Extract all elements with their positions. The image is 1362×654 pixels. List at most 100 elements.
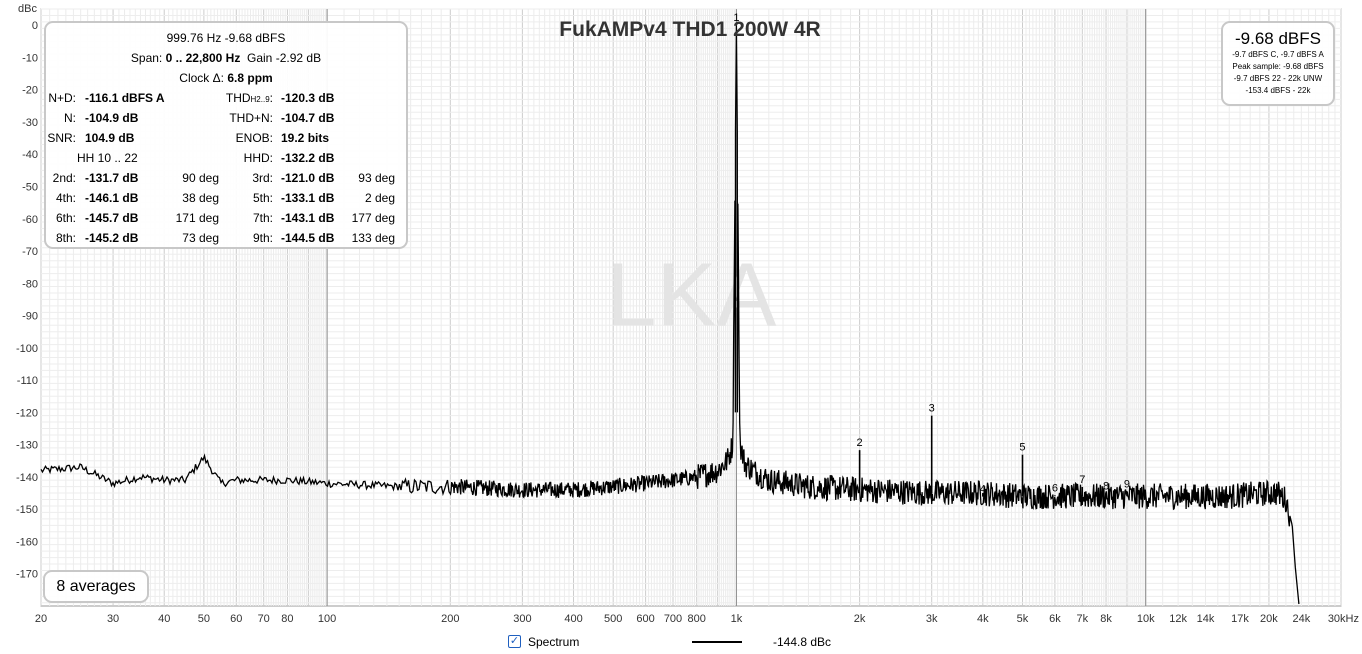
harmonic-level: -144.5 dB bbox=[281, 231, 335, 245]
stat-value: -104.9 dB bbox=[85, 111, 139, 125]
x-tick-label: 7k bbox=[1076, 613, 1088, 625]
x-tick-label: 700 bbox=[664, 613, 682, 625]
stat-label: SNR: bbox=[47, 131, 76, 145]
x-tick-label: 40 bbox=[158, 613, 170, 625]
harmonic-phase: 90 deg bbox=[182, 171, 219, 185]
x-tick-label: 500 bbox=[604, 613, 622, 625]
harmonic-marker-label: 4 bbox=[980, 484, 986, 496]
y-tick-label: -50 bbox=[22, 181, 38, 193]
stat-label: HHD: bbox=[243, 151, 273, 165]
y-tick-label: -110 bbox=[17, 375, 38, 387]
x-tick-label: 4k bbox=[977, 613, 989, 625]
x-tick-label: 30kHz bbox=[1328, 613, 1359, 625]
harmonic-phase: 177 deg bbox=[351, 211, 395, 225]
y-tick-label: -70 bbox=[22, 246, 38, 258]
clock-value: 6.8 ppm bbox=[227, 71, 273, 85]
x-tick-label: 30 bbox=[107, 613, 119, 625]
stat-value: -104.7 dB bbox=[281, 111, 335, 125]
span-label: Span: bbox=[130, 51, 163, 65]
harmonic-label: 8th: bbox=[55, 231, 76, 245]
level-main: -9.68 dBFS bbox=[1235, 29, 1321, 48]
spectrum-checkbox[interactable]: ✓ bbox=[508, 635, 521, 648]
harmonic-marker-label: 7 bbox=[1079, 474, 1085, 486]
x-tick-label: 1k bbox=[731, 613, 743, 625]
spectrum-trace bbox=[40, 25, 1300, 605]
stat-value: -116.1 dBFS A bbox=[85, 91, 165, 105]
x-tick-label: 14k bbox=[1197, 613, 1215, 625]
gain-value: -2.92 dB bbox=[275, 51, 322, 65]
harmonic-level: -145.7 dB bbox=[85, 211, 139, 225]
level-line-1: -9.7 dBFS C, -9.7 dBFS A bbox=[1232, 50, 1324, 59]
y-tick-label: -60 bbox=[22, 214, 38, 226]
averages-badge: 8 averages bbox=[43, 570, 149, 603]
harmonic-label: 7th: bbox=[252, 211, 273, 225]
chart-title: FukAMPv4 THD1 200W 4R bbox=[559, 18, 820, 41]
x-tick-label: 8k bbox=[1100, 613, 1112, 625]
stat-value: -132.2 dB bbox=[281, 151, 335, 165]
harmonic-marker-label: 2 bbox=[857, 437, 863, 449]
stat-label: ENOB: bbox=[235, 131, 273, 145]
harmonic-marker-label: 9 bbox=[1124, 478, 1130, 490]
x-tick-label: 50 bbox=[198, 613, 210, 625]
y-tick-label: -80 bbox=[22, 278, 38, 290]
x-tick-label: 20 bbox=[35, 613, 47, 625]
harmonic-phase: 171 deg bbox=[175, 211, 219, 225]
x-tick-label: 2k bbox=[854, 613, 866, 625]
stat-label: N: bbox=[64, 111, 76, 125]
x-tick-label: 600 bbox=[636, 613, 654, 625]
harmonic-phase: 73 deg bbox=[182, 231, 219, 245]
x-tick-label: 400 bbox=[564, 613, 582, 625]
legend-value: -144.8 dBc bbox=[773, 635, 832, 649]
x-tick-label: 200 bbox=[441, 613, 459, 625]
level-panel: -9.68 dBFS -9.7 dBFS C, -9.7 dBFS A Peak… bbox=[1221, 21, 1335, 106]
span-value: 0 .. 22,800 Hz bbox=[165, 51, 241, 65]
gain-label: Gain bbox=[247, 51, 273, 65]
thd-subscript: H2..9 bbox=[250, 95, 270, 104]
x-tick-label: 24k bbox=[1292, 613, 1310, 625]
harmonic-marker-label: 5 bbox=[1019, 442, 1025, 454]
y-tick-label: -150 bbox=[16, 504, 38, 516]
y-tick-label: -20 bbox=[22, 85, 38, 97]
harmonic-label: 5th: bbox=[252, 191, 273, 205]
x-tick-label: 17k bbox=[1231, 613, 1249, 625]
harmonic-marker-label: 8 bbox=[1103, 481, 1109, 493]
x-tick-label: 20k bbox=[1260, 613, 1278, 625]
x-tick-label: 70 bbox=[258, 613, 270, 625]
harmonic-label: 4th: bbox=[55, 191, 76, 205]
harmonic-marker-label: 6 bbox=[1052, 482, 1058, 494]
stat-value: 104.9 dB bbox=[85, 131, 135, 145]
harmonic-label: 6th: bbox=[55, 211, 76, 225]
span-gain-readout: Span: 0 .. 22,800 Hz Gain -2.92 dB bbox=[46, 51, 406, 65]
y-tick-label: -120 bbox=[16, 407, 38, 419]
harmonic-phase: 133 deg bbox=[351, 231, 395, 245]
x-tick-label: 12k bbox=[1169, 613, 1187, 625]
harmonic-phase: 38 deg bbox=[182, 191, 219, 205]
x-tick-label: 60 bbox=[230, 613, 242, 625]
watermark: LKA bbox=[606, 246, 776, 346]
y-tick-label: -40 bbox=[22, 149, 38, 161]
y-tick-label: -10 bbox=[22, 52, 38, 64]
harmonic-phase: 2 deg bbox=[364, 191, 395, 205]
x-tick-label: 5k bbox=[1017, 613, 1029, 625]
harmonic-level: -131.7 dB bbox=[85, 171, 139, 185]
harmonic-label: 2nd: bbox=[52, 171, 76, 185]
y-tick-label: -160 bbox=[16, 536, 38, 548]
y-tick-label: 0 bbox=[32, 20, 38, 32]
stats-panel: 999.76 Hz -9.68 dBFS Span: 0 .. 22,800 H… bbox=[44, 21, 408, 249]
x-tick-label: 100 bbox=[318, 613, 336, 625]
level-line-2: Peak sample: -9.68 dBFS bbox=[1232, 62, 1324, 71]
stat-label: N+D: bbox=[48, 91, 76, 105]
harmonic-label: 9th: bbox=[252, 231, 273, 245]
y-tick-label: -130 bbox=[16, 440, 38, 452]
x-tick-label: 10k bbox=[1137, 613, 1155, 625]
harmonic-level: -121.0 dB bbox=[281, 171, 335, 185]
stat-label: THD+N: bbox=[229, 111, 273, 125]
harmonic-phase: 93 deg bbox=[358, 171, 395, 185]
y-tick-label: -170 bbox=[16, 569, 38, 581]
x-tick-label: 6k bbox=[1049, 613, 1061, 625]
clock-readout: Clock Δ: 6.8 ppm bbox=[46, 71, 406, 85]
y-tick-label: -140 bbox=[16, 472, 38, 484]
stat-value: -120.3 dB bbox=[281, 91, 335, 105]
x-tick-label: 300 bbox=[513, 613, 531, 625]
